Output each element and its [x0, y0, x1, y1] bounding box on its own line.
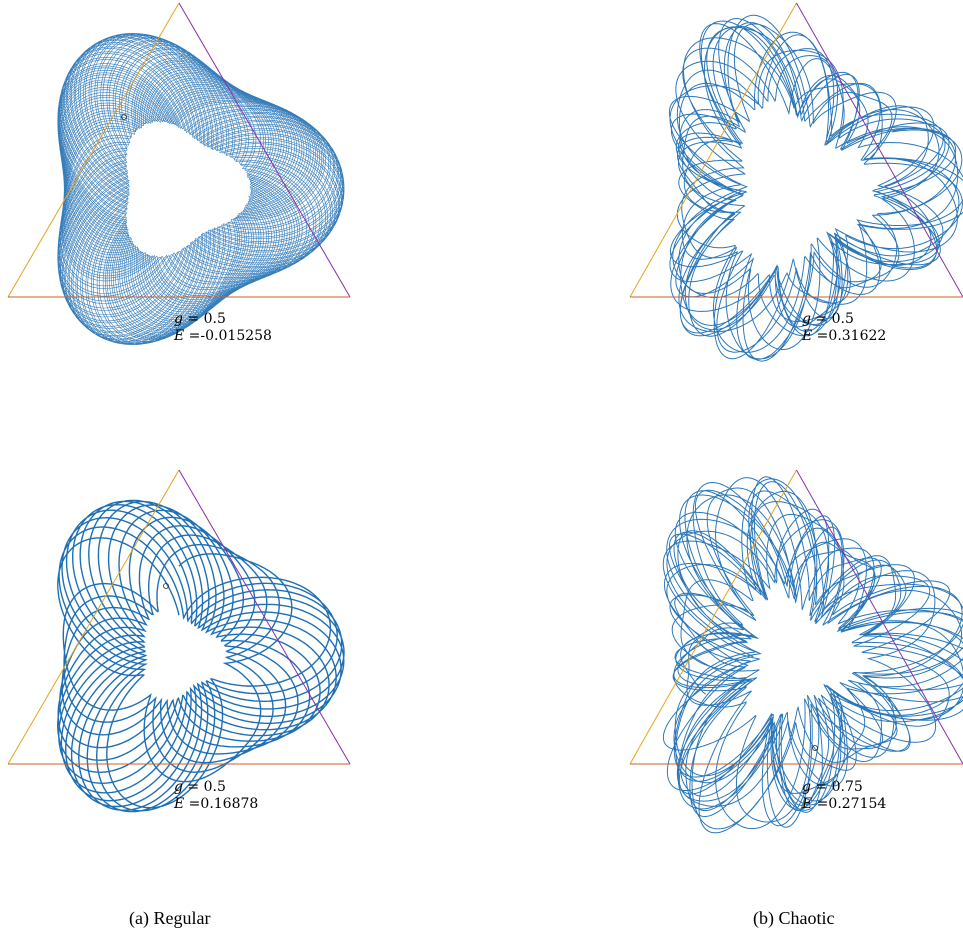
- params-regular-top: g = 0.5 E =-0.015258: [174, 311, 272, 345]
- g-param-line: g = 0.5: [174, 779, 226, 795]
- g-value: 0.75: [831, 779, 863, 795]
- triangle-left-edge: [7, 2, 180, 298]
- trajectory-segment: [662, 476, 963, 834]
- start-point-marker: [812, 745, 818, 751]
- g-param-line: g = 0.75: [802, 779, 863, 795]
- caption-chaotic: (b) Chaotic: [753, 908, 835, 928]
- triangle-left-edge: [629, 2, 797, 298]
- trajectory-curve: [57, 499, 345, 813]
- params-chaotic-bottom: g = 0.75 E =0.27154: [802, 779, 886, 813]
- panel-chaotic-top: [629, 2, 963, 362]
- g-param-line: g = 0.5: [802, 311, 854, 327]
- trajectory-curve: [57, 32, 345, 345]
- triangle-plot-regular-bottom: [7, 469, 351, 813]
- panel-chaotic-bottom: [629, 469, 963, 834]
- g-param-line: g = 0.5: [174, 311, 226, 327]
- trajectory-curve: [662, 476, 963, 834]
- g-value: 0.5: [203, 779, 226, 795]
- params-regular-bottom: g = 0.5 E =0.16878: [174, 779, 258, 813]
- e-param-line: E =0.16878: [174, 796, 259, 812]
- caption-regular: (a) Regular: [129, 908, 211, 928]
- e-value: 0.31622: [828, 328, 887, 344]
- triangle-left-edge: [629, 469, 797, 765]
- triangle-plot-chaotic-top: [629, 2, 963, 362]
- panel-regular-bottom: [7, 469, 351, 813]
- triangle-plot-regular-top: [7, 2, 351, 345]
- trajectory-segment: [57, 499, 345, 813]
- triangle-right-edge: [796, 469, 963, 765]
- e-value: -0.015258: [200, 328, 272, 344]
- g-value: 0.5: [203, 311, 226, 327]
- params-chaotic-top: g = 0.5 E =0.31622: [802, 311, 886, 345]
- panel-regular-top: [7, 2, 351, 345]
- triangle-right-edge: [796, 2, 963, 298]
- g-value: 0.5: [831, 311, 854, 327]
- triangle-right-edge: [178, 2, 351, 298]
- e-param-line: E =0.27154: [802, 796, 887, 812]
- trajectory-segment: [57, 32, 345, 345]
- e-param-line: E =0.31622: [802, 328, 887, 344]
- start-point-marker: [121, 114, 127, 120]
- triangle-right-edge: [178, 469, 351, 765]
- e-value: 0.27154: [828, 796, 887, 812]
- trajectory-segment: [668, 14, 963, 362]
- start-point-marker: [163, 583, 169, 589]
- triangle-left-edge: [7, 469, 180, 765]
- triangle-plot-chaotic-bottom: [629, 469, 963, 834]
- trajectory-curve: [668, 14, 963, 362]
- e-param-line: E =-0.015258: [174, 328, 272, 344]
- e-value: 0.16878: [200, 796, 259, 812]
